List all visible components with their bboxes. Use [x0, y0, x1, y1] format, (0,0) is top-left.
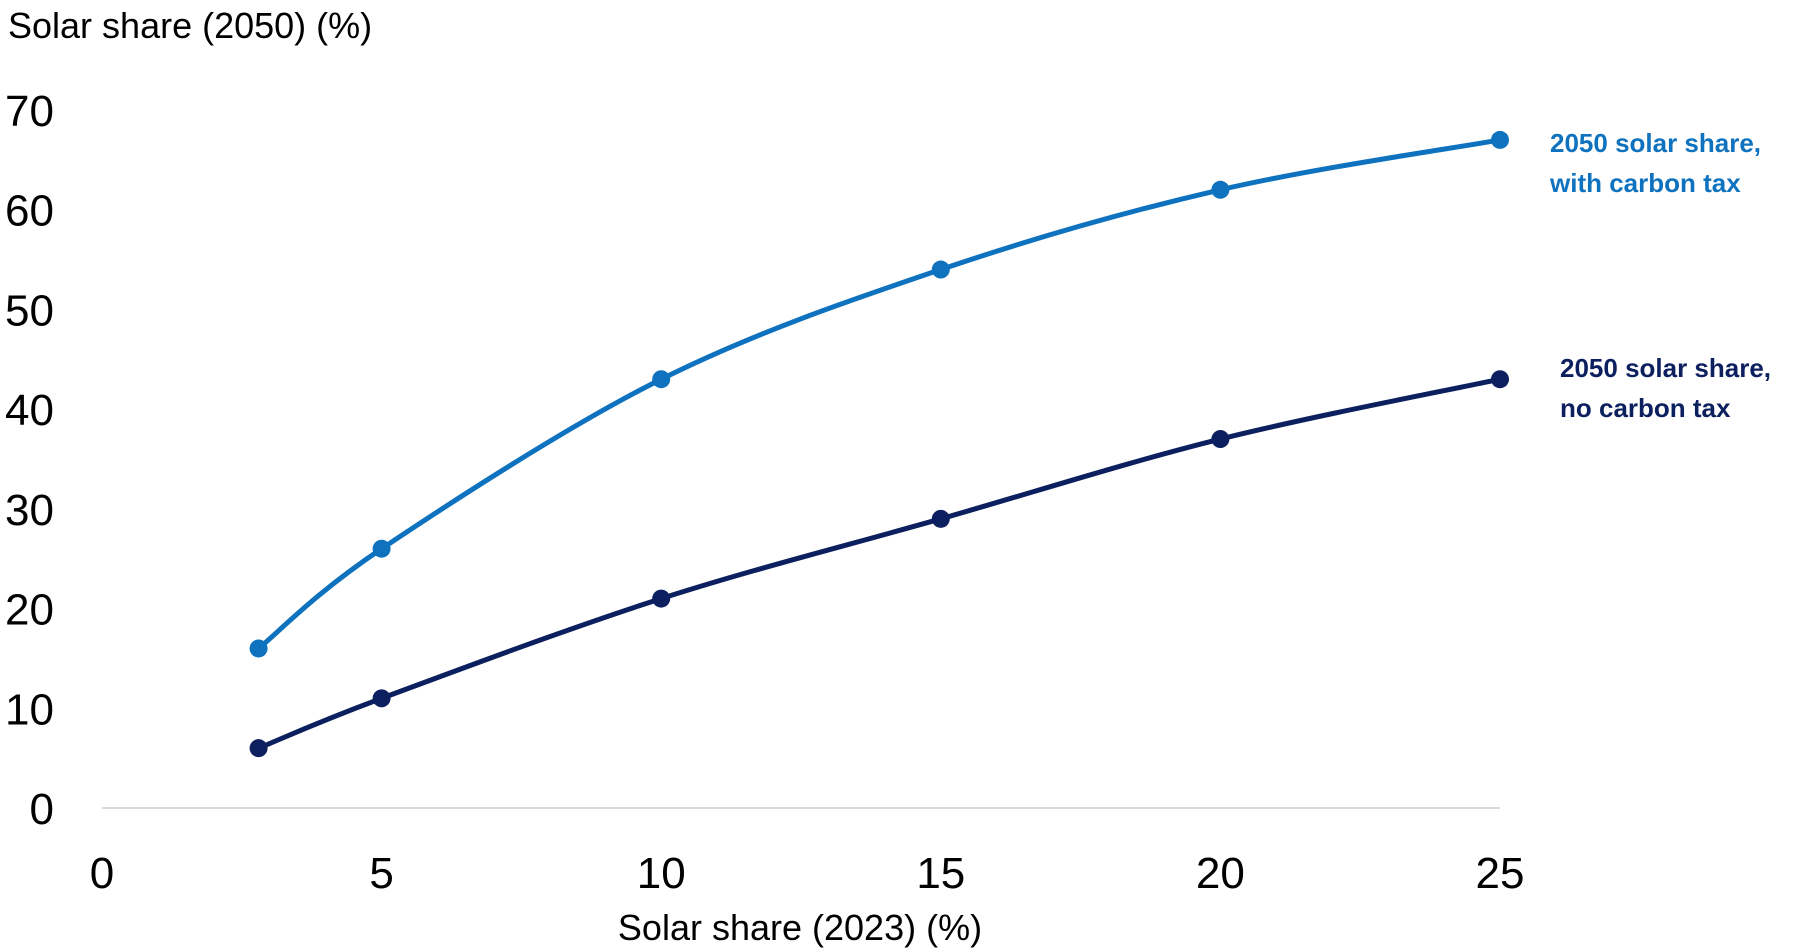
x-tick-labels: 0 5 10 15 20 25 [90, 849, 1525, 898]
x-tick-label: 5 [369, 849, 393, 898]
y-tick-label: 60 [5, 187, 54, 236]
y-tick-label: 70 [5, 87, 54, 136]
series-points [249, 130, 1509, 758]
data-point [931, 509, 950, 528]
data-point [249, 639, 268, 658]
x-tick-label: 10 [637, 849, 686, 898]
y-tick-label: 20 [5, 586, 54, 635]
x-tick-label: 25 [1476, 849, 1525, 898]
series-lines [256, 137, 1503, 751]
series-label-2: no carbon tax [1560, 393, 1731, 423]
y-axis-title: Solar share (2050) (%) [8, 5, 372, 46]
data-point [652, 370, 671, 389]
y-tick-label: 40 [5, 386, 54, 435]
data-point [931, 260, 950, 279]
data-point [1491, 130, 1509, 149]
x-axis-title: Solar share (2023) (%) [618, 907, 982, 948]
x-tick-label: 20 [1196, 849, 1245, 898]
data-point [1211, 180, 1230, 199]
series-line-2 [256, 376, 1503, 751]
data-point [249, 739, 268, 758]
series-label-2: 2050 solar share, [1560, 353, 1771, 383]
y-tick-label: 50 [5, 286, 54, 335]
series-labels: 2050 solar share, with carbon tax 2050 sol… [1549, 128, 1771, 423]
y-tick-label: 0 [30, 785, 54, 834]
y-tick-label: 30 [5, 486, 54, 535]
data-point [1491, 370, 1509, 389]
data-point [652, 589, 671, 608]
data-point [372, 689, 391, 708]
data-point [1211, 430, 1230, 449]
x-tick-label: 0 [90, 849, 114, 898]
y-tick-label: 10 [5, 685, 54, 734]
data-point [372, 539, 391, 558]
x-tick-label: 15 [916, 849, 965, 898]
y-tick-labels: 0 10 20 30 40 50 60 70 [5, 87, 54, 834]
series-line-1 [256, 137, 1503, 651]
series-label-1: with carbon tax [1549, 168, 1741, 198]
series-label-1: 2050 solar share, [1550, 128, 1761, 158]
